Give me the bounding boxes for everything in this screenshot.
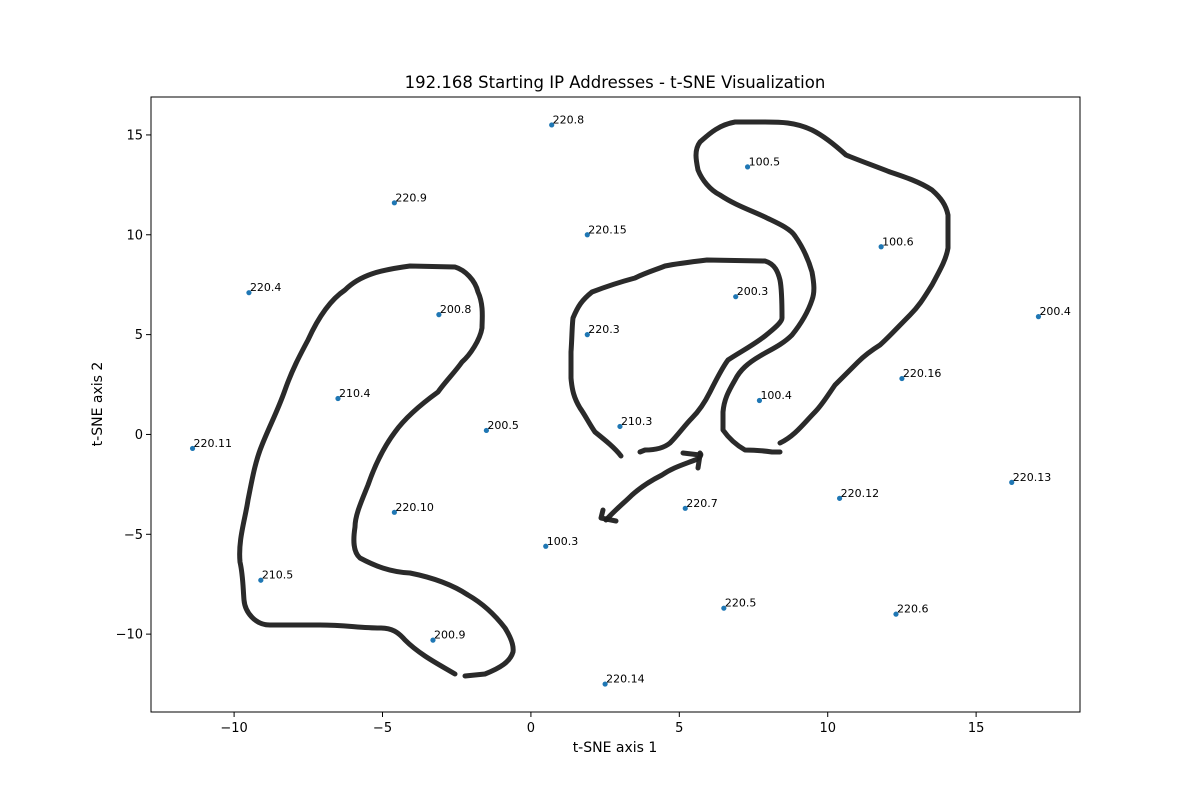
data-point-label: 210.5: [262, 569, 294, 582]
y-tick-label: 15: [126, 128, 143, 143]
data-point-label: 220.5: [725, 597, 757, 610]
data-point-label: 220.16: [903, 367, 942, 380]
x-axis-ticks: −10 −5 0 5 10 15: [220, 712, 984, 736]
sketch-loop-middle: [568, 257, 785, 459]
y-tick-label: 0: [135, 428, 143, 443]
data-point: [733, 294, 739, 300]
data-point-label: 220.6: [897, 603, 929, 616]
data-point: [899, 375, 905, 382]
data-point: [543, 543, 549, 549]
x-tick-label: −5: [373, 721, 392, 736]
data-point: [1035, 314, 1042, 320]
data-point-label: 200.8: [440, 303, 472, 316]
data-point: [744, 164, 751, 170]
sketch-arrow-head-lower: [598, 507, 619, 524]
data-point: [584, 332, 590, 338]
data-point: [483, 427, 489, 434]
data-point-label: 220.7: [686, 497, 718, 510]
data-point-label: 220.10: [395, 501, 434, 514]
plot-frame: [150, 96, 1081, 713]
y-tick-label: 5: [135, 328, 143, 343]
data-point: [335, 395, 341, 402]
data-point-label: 200.9: [434, 629, 466, 642]
data-point: [602, 681, 608, 687]
data-points: 220.8 100.5 220.9 220.15 100.6 220.4 200.3 200.…: [189, 113, 1071, 687]
data-point: [549, 122, 555, 128]
sketch-loop-left: [237, 263, 516, 679]
data-point: [721, 605, 727, 611]
data-point: [682, 505, 688, 511]
data-point-label: 210.3: [621, 415, 653, 428]
data-point: [436, 312, 442, 318]
data-point-label: 200.4: [1039, 305, 1071, 318]
data-point-label: 100.3: [547, 535, 579, 548]
data-point-label: 200.5: [487, 419, 519, 432]
data-point-label: 220.8: [553, 113, 585, 126]
data-point: [391, 200, 397, 206]
y-tick-label: −5: [124, 528, 143, 543]
data-point: [246, 290, 252, 296]
data-point-label: 220.14: [606, 673, 645, 686]
x-tick-label: 0: [527, 721, 535, 736]
data-point-label: 220.13: [1013, 471, 1052, 484]
x-axis-label: t-SNE axis 1: [573, 740, 658, 756]
data-point: [430, 637, 436, 643]
x-tick-label: 5: [675, 721, 683, 736]
data-point-label: 100.5: [749, 155, 781, 168]
data-point: [584, 232, 590, 238]
data-point: [878, 244, 884, 250]
data-point-label: 100.4: [760, 389, 792, 402]
x-tick-label: 10: [819, 721, 836, 736]
data-point: [756, 397, 763, 404]
data-point-label: 220.15: [588, 223, 627, 236]
data-point: [1009, 479, 1015, 485]
data-point-label: 220.12: [841, 487, 880, 500]
data-point: [617, 423, 623, 430]
data-point: [258, 577, 264, 583]
data-point-label: 210.4: [339, 387, 371, 400]
y-tick-label: −10: [116, 628, 143, 643]
x-tick-label: −10: [220, 721, 247, 736]
x-tick-label: 15: [968, 721, 985, 736]
data-point-label: 220.3: [588, 323, 620, 336]
hand-drawn-annotations: [237, 119, 951, 679]
y-axis-label: t-SNE axis 2: [90, 362, 106, 447]
data-point: [836, 495, 843, 501]
data-point-label: 220.9: [395, 191, 427, 204]
data-point: [391, 509, 397, 515]
y-tick-label: 10: [126, 228, 143, 243]
data-point: [893, 611, 899, 617]
data-point-label: 100.6: [882, 235, 914, 248]
sketch-loop-right: [693, 119, 951, 455]
data-point-label: 200.3: [737, 285, 769, 298]
y-axis-ticks: −10 −5 0 5 10 15: [116, 128, 151, 643]
data-point: [189, 445, 196, 452]
sketch-arrow-head-upper: [680, 450, 703, 471]
data-point-label: 220.11: [194, 437, 233, 450]
data-point-label: 220.4: [250, 281, 281, 294]
chart-title: 192.168 Starting IP Addresses - t-SNE Vi…: [405, 73, 826, 92]
